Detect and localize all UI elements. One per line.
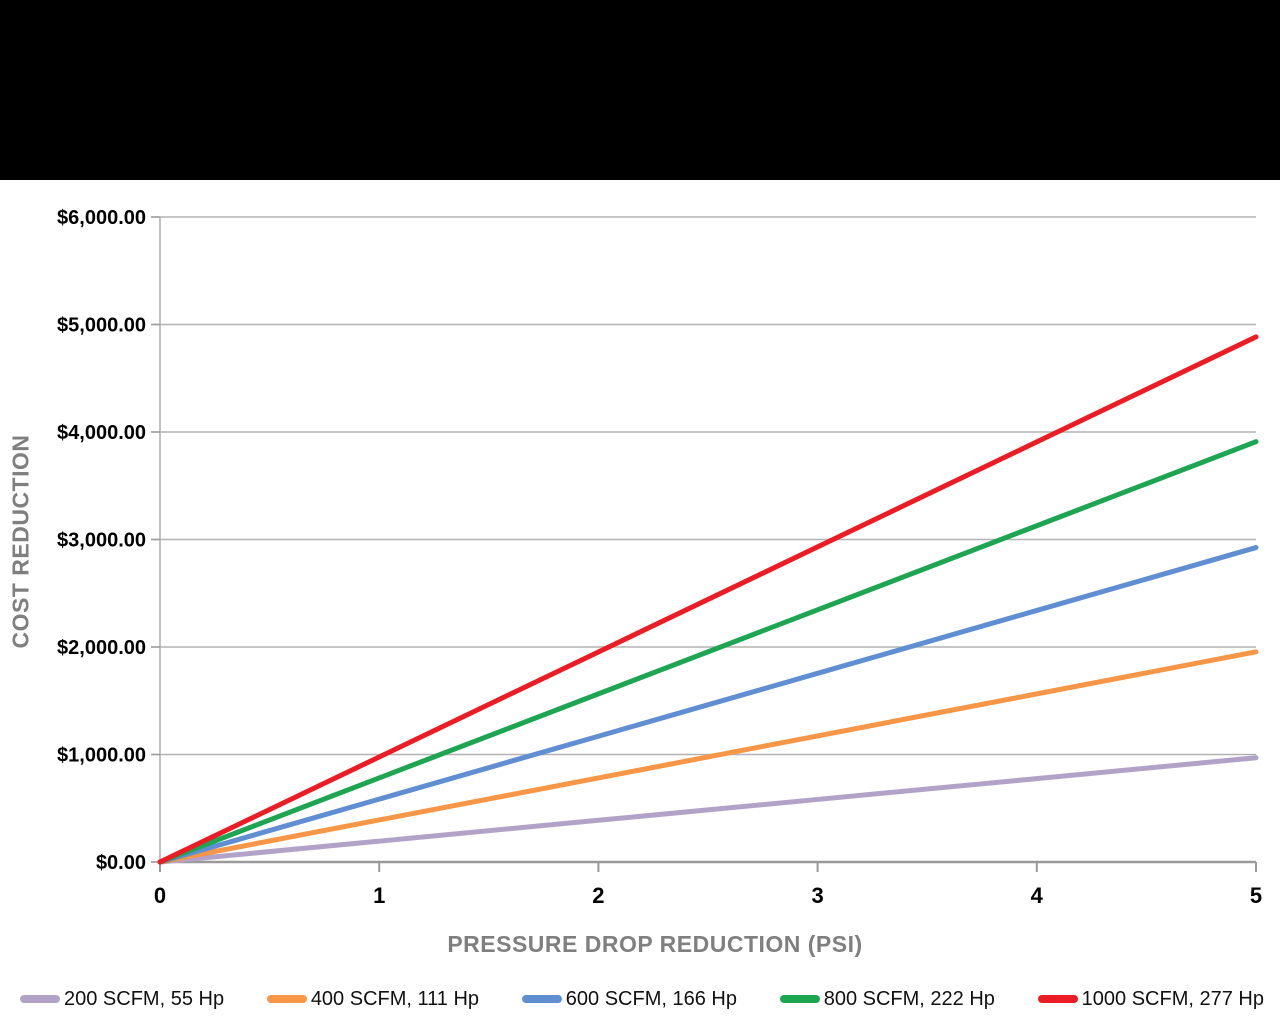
- legend-label: 800 SCFM, 222 Hp: [823, 987, 995, 1010]
- series-line-600-scfm-166-hp: [157, 545, 1259, 865]
- legend-swatch-icon: [20, 995, 60, 1003]
- y-tick-label: $2,000.00: [57, 637, 146, 659]
- legend-swatch-icon: [266, 995, 307, 1003]
- x-tick-label: 2: [592, 883, 604, 908]
- x-tick-label: 5: [1250, 883, 1262, 908]
- legend-item-200-scfm-55-hp: 200 SCFM, 55 Hp: [20, 988, 224, 1011]
- legend-item-600-scfm-166-hp: 600 SCFM, 166 Hp: [521, 987, 737, 1011]
- y-axis-title: COST REDUCTION: [7, 434, 34, 649]
- series-line-1000-scfm-277-hp: [157, 334, 1259, 865]
- top-black-band: [0, 0, 1280, 180]
- legend-label: 200 SCFM, 55 Hp: [64, 987, 225, 1010]
- legend-item-400-scfm-111-hp: 400 SCFM, 111 Hp: [266, 987, 480, 1011]
- x-tick-label: 4: [1031, 883, 1044, 908]
- chart-legend: 200 SCFM, 55 Hp 400 SCFM, 111 Hp 600 SCFM,…: [20, 982, 1264, 1016]
- legend-swatch-icon: [779, 995, 820, 1003]
- y-tick-label: $5,000.00: [57, 315, 146, 337]
- y-tick-label: $3,000.00: [57, 530, 146, 552]
- legend-label: 1000 SCFM, 277 Hp: [1081, 987, 1264, 1010]
- legend-swatch-icon: [1037, 995, 1078, 1003]
- legend-item-800-scfm-222-hp: 800 SCFM, 222 Hp: [779, 987, 995, 1011]
- x-tick-label: 1: [373, 883, 385, 908]
- legend-label: 600 SCFM, 166 Hp: [565, 987, 737, 1010]
- y-tick-label: $1,000.00: [57, 745, 146, 767]
- cost-reduction-line-chart: $0.00 $1,000.00 $2,000.00 $3,000.00 $4,000.0…: [57, 207, 1262, 908]
- x-axis-title: PRESSURE DROP REDUCTION (PSI): [447, 931, 863, 957]
- series-line-800-scfm-222-hp: [157, 439, 1259, 865]
- series-line-200-scfm-55-hp: [157, 755, 1259, 865]
- legend-swatch-icon: [521, 995, 562, 1003]
- legend-item-1000-scfm-277-hp: 1000 SCFM, 277 Hp: [1037, 987, 1264, 1011]
- legend-label: 400 SCFM, 111 Hp: [310, 987, 480, 1010]
- y-tick-label: $4,000.00: [57, 422, 146, 444]
- y-tick-label: $6,000.00: [57, 207, 146, 229]
- series-line-400-scfm-111-hp: [157, 649, 1259, 865]
- x-tick-label: 3: [811, 883, 823, 908]
- x-tick-label: 0: [154, 883, 166, 908]
- y-tick-label: $0.00: [96, 852, 146, 874]
